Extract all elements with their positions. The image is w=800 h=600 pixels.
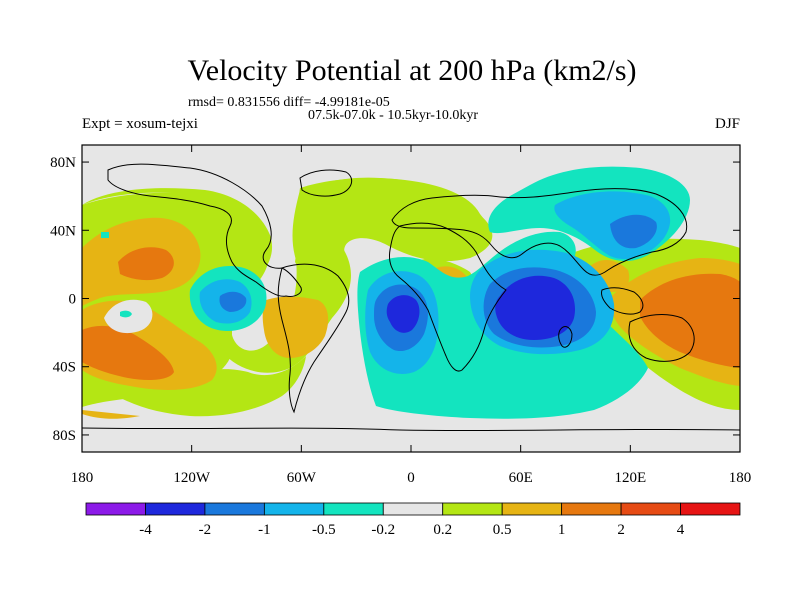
- x-tick-label: 0: [407, 470, 415, 486]
- y-axis: 80N 40N 0 40S 80S: [50, 155, 740, 444]
- colorbar-swatch: [561, 502, 622, 516]
- colorbar: -4 -2 -1 -0.5 -0.2 0.2 0.5 1 2 4: [85, 502, 741, 538]
- colorbar-label: -0.5: [312, 522, 336, 538]
- colorbar-label: -0.2: [371, 522, 395, 538]
- coast-greenland: [299, 169, 353, 197]
- colorbar-label: 2: [617, 522, 625, 538]
- colorbar-swatch: [263, 502, 325, 516]
- coast-australia: [628, 314, 695, 362]
- colorbar-swatch: [85, 502, 146, 516]
- colorbar-label: 1: [558, 522, 566, 538]
- colorbar-swatch: [680, 502, 741, 516]
- colorbar-label: 4: [677, 522, 685, 538]
- colorbar-label: -2: [199, 522, 212, 538]
- colorbar-swatch: [204, 502, 265, 516]
- map-plot-area: [82, 145, 740, 452]
- x-tick-label: 60E: [509, 470, 533, 486]
- coastlines: [82, 163, 740, 432]
- colorbar-label: 0.5: [493, 522, 512, 538]
- y-tick-label: 40S: [53, 360, 76, 376]
- coast-africa: [389, 222, 507, 372]
- coast-madagascar: [558, 326, 573, 348]
- y-tick-label: 80S: [53, 428, 76, 444]
- season-label: DJF: [715, 116, 740, 132]
- contour-positive-1: [82, 247, 740, 380]
- colorbar-label: 0.2: [433, 522, 452, 538]
- x-tick-label: 120E: [614, 470, 646, 486]
- colorbar-swatch: [382, 502, 444, 516]
- x-axis: 180 120W 60W 0 60E 120E 180: [71, 145, 752, 486]
- colorbar-swatch: [501, 502, 563, 516]
- chart-title: Velocity Potential at 200 hPa (km2/s): [187, 54, 636, 87]
- coast-maritime-continent: [601, 287, 644, 315]
- y-tick-label: 40N: [50, 223, 76, 239]
- experiment-label: Expt = xosum-tejxi: [82, 116, 198, 132]
- coast-eurasia: [391, 188, 688, 276]
- x-tick-label: 180: [71, 470, 94, 486]
- coast-antarctica: [82, 427, 740, 432]
- colorbar-label: -4: [139, 522, 152, 538]
- period-label: 07.5k-07.0k - 10.5kyr-10.0kyr: [308, 108, 478, 123]
- x-tick-label: 60W: [287, 470, 317, 486]
- colorbar-label: -1: [258, 522, 271, 538]
- x-tick-label: 180: [729, 470, 752, 486]
- y-tick-label: 0: [69, 292, 77, 308]
- coast-north-america: [107, 163, 302, 297]
- colorbar-swatch: [620, 502, 681, 516]
- contour-negative-2: [386, 275, 576, 340]
- colorbar-swatch: [323, 502, 384, 516]
- coast-south-america: [277, 263, 350, 414]
- x-tick-label: 120W: [173, 470, 211, 486]
- colorbar-swatch: [145, 502, 206, 516]
- colorbar-swatch: [442, 502, 503, 516]
- y-tick-label: 80N: [50, 155, 76, 171]
- rmsd-diff-label: rmsd= 0.831556 diff= -4.99181e-05: [188, 95, 390, 110]
